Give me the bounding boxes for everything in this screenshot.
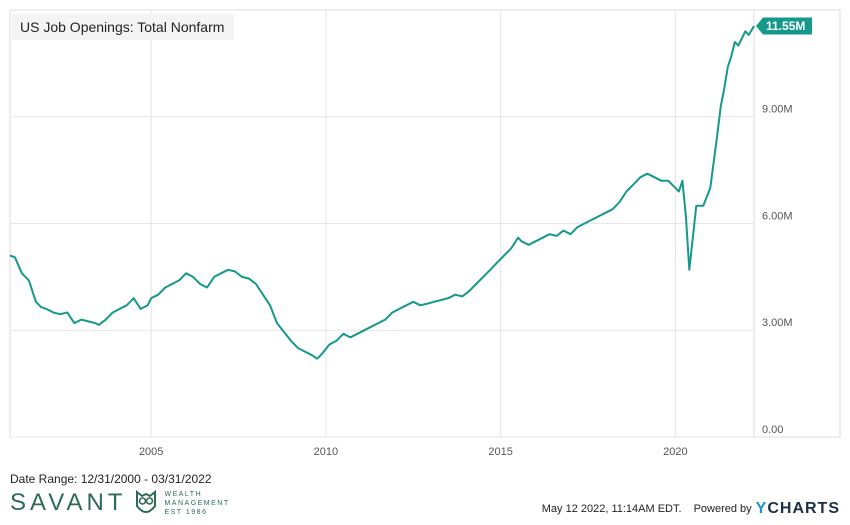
ycharts-logo-y: Y [755, 500, 768, 517]
chart-title-box: US Job Openings: Total Nonfarm [12, 14, 234, 40]
x-tick-label: 2010 [314, 446, 338, 458]
brand-sub-line-2: MANAGEMENT [164, 499, 230, 507]
brand-name: SAVANT [10, 489, 127, 516]
series-line [9, 25, 755, 360]
chart-area: 0.00 3.00M 6.00M 9.00M 2005 2010 2015 2020 11.… [9, 9, 841, 458]
x-tick-label: 2005 [139, 446, 163, 458]
last-value-badge: 11.55M [756, 17, 812, 35]
ycharts-logo-text: CHARTS [767, 500, 840, 517]
chart-grid [9, 9, 841, 438]
y-tick-label: 0.00 [762, 424, 783, 436]
timestamp: May 12 2022, 11:14AM EDT. [541, 503, 682, 515]
x-tick-label: 2015 [488, 446, 512, 458]
chart-title: US Job Openings: Total Nonfarm [20, 19, 225, 35]
footer-credits: May 12 2022, 11:14AM EDT. Powered by YCH… [542, 500, 840, 518]
y-tick-label: 3.00M [762, 317, 793, 329]
brand-sub-line-1: WEALTH [164, 490, 203, 498]
brand-subtitle: WEALTH MANAGEMENT EST 1986 [164, 490, 229, 517]
brand-logo-block: SAVANT WEALTH MANAGEMENT EST 1986 [10, 488, 230, 518]
y-tick-label: 6.00M [762, 210, 793, 222]
date-range: Date Range: 12/31/2000 - 03/31/2022 [10, 472, 212, 486]
y-tick-label: 9.00M [762, 104, 793, 116]
owl-logo-icon [136, 489, 157, 513]
last-value-badge-shape [756, 17, 812, 35]
x-axis: 2005 2010 2015 2020 [139, 446, 688, 458]
ycharts-logo[interactable]: YCHARTS [756, 500, 840, 518]
y-axis: 0.00 3.00M 6.00M 9.00M [762, 104, 793, 436]
x-tick-label: 2020 [663, 446, 687, 458]
powered-by-label: Powered by [693, 503, 752, 515]
last-value-label: 11.55M [766, 19, 805, 33]
brand-sub-line-3: EST 1986 [164, 508, 208, 516]
